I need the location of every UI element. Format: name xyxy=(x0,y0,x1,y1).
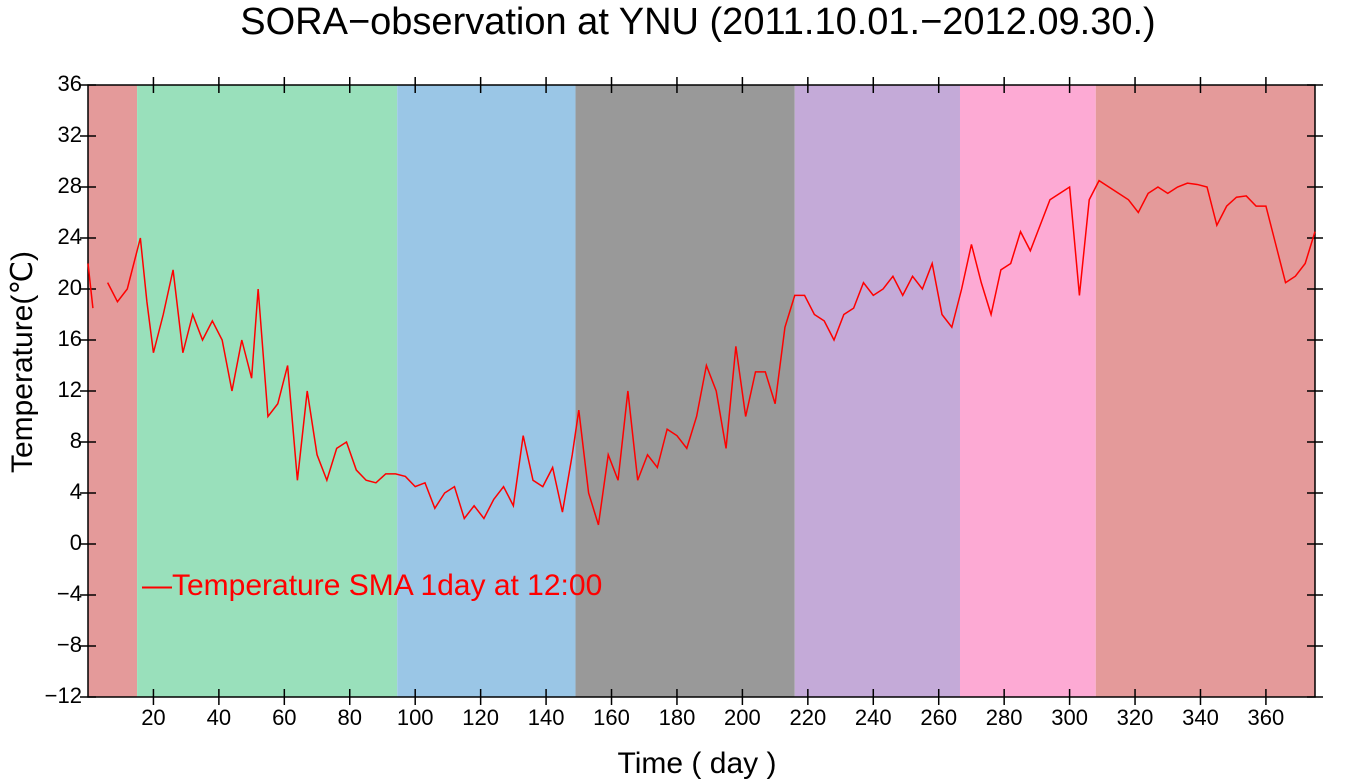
season-band xyxy=(575,85,795,697)
x-tick-label: 20 xyxy=(141,705,165,730)
y-tick-label: −4 xyxy=(57,581,82,606)
y-tick-label: 12 xyxy=(58,377,82,402)
season-band xyxy=(88,85,138,697)
x-tick-label: 360 xyxy=(1248,705,1285,730)
x-tick-label: 80 xyxy=(338,705,362,730)
y-tick-label: 16 xyxy=(58,326,82,351)
season-band xyxy=(397,85,576,697)
x-tick-label: 160 xyxy=(593,705,630,730)
y-tick-label: 0 xyxy=(70,530,82,555)
y-tick-label: 32 xyxy=(58,122,82,147)
legend-entry: —Temperature SMA 1day at 12:00 xyxy=(142,569,602,602)
y-tick-label: 4 xyxy=(70,479,82,504)
plot-frame xyxy=(87,84,1316,698)
x-tick-label: 100 xyxy=(397,705,434,730)
temperature-line xyxy=(87,179,1316,526)
x-tick-label: 180 xyxy=(659,705,696,730)
x-tick-label: 120 xyxy=(462,705,499,730)
x-tick-label: 60 xyxy=(272,705,296,730)
x-tick-label: 260 xyxy=(920,705,957,730)
x-tick-label: 280 xyxy=(986,705,1023,730)
y-tick-label: 20 xyxy=(58,275,82,300)
y-tick-label: −12 xyxy=(45,683,82,708)
x-tick-label: 320 xyxy=(1117,705,1154,730)
season-band xyxy=(794,85,960,697)
x-tick-label: 240 xyxy=(855,705,892,730)
season-band xyxy=(959,85,1096,697)
x-tick-label: 140 xyxy=(528,705,565,730)
season-band xyxy=(137,85,398,697)
x-tick-label: 220 xyxy=(789,705,826,730)
x-tick-label: 200 xyxy=(724,705,761,730)
y-tick-label: 24 xyxy=(58,224,82,249)
y-tick-label: 36 xyxy=(58,71,82,96)
y-axis-label: Temperature(℃) xyxy=(6,251,39,473)
x-axis-label: Time ( day ) xyxy=(618,747,777,780)
season-band xyxy=(1095,85,1315,697)
y-tick-label: 8 xyxy=(70,428,82,453)
x-tick-label: 40 xyxy=(207,705,231,730)
chart-title: SORA−observation at YNU (2011.10.01.−201… xyxy=(240,1,1155,43)
y-tick-label: −8 xyxy=(57,632,82,657)
y-tick-label: 28 xyxy=(58,173,82,198)
x-tick-label: 300 xyxy=(1051,705,1088,730)
x-tick-label: 340 xyxy=(1182,705,1219,730)
